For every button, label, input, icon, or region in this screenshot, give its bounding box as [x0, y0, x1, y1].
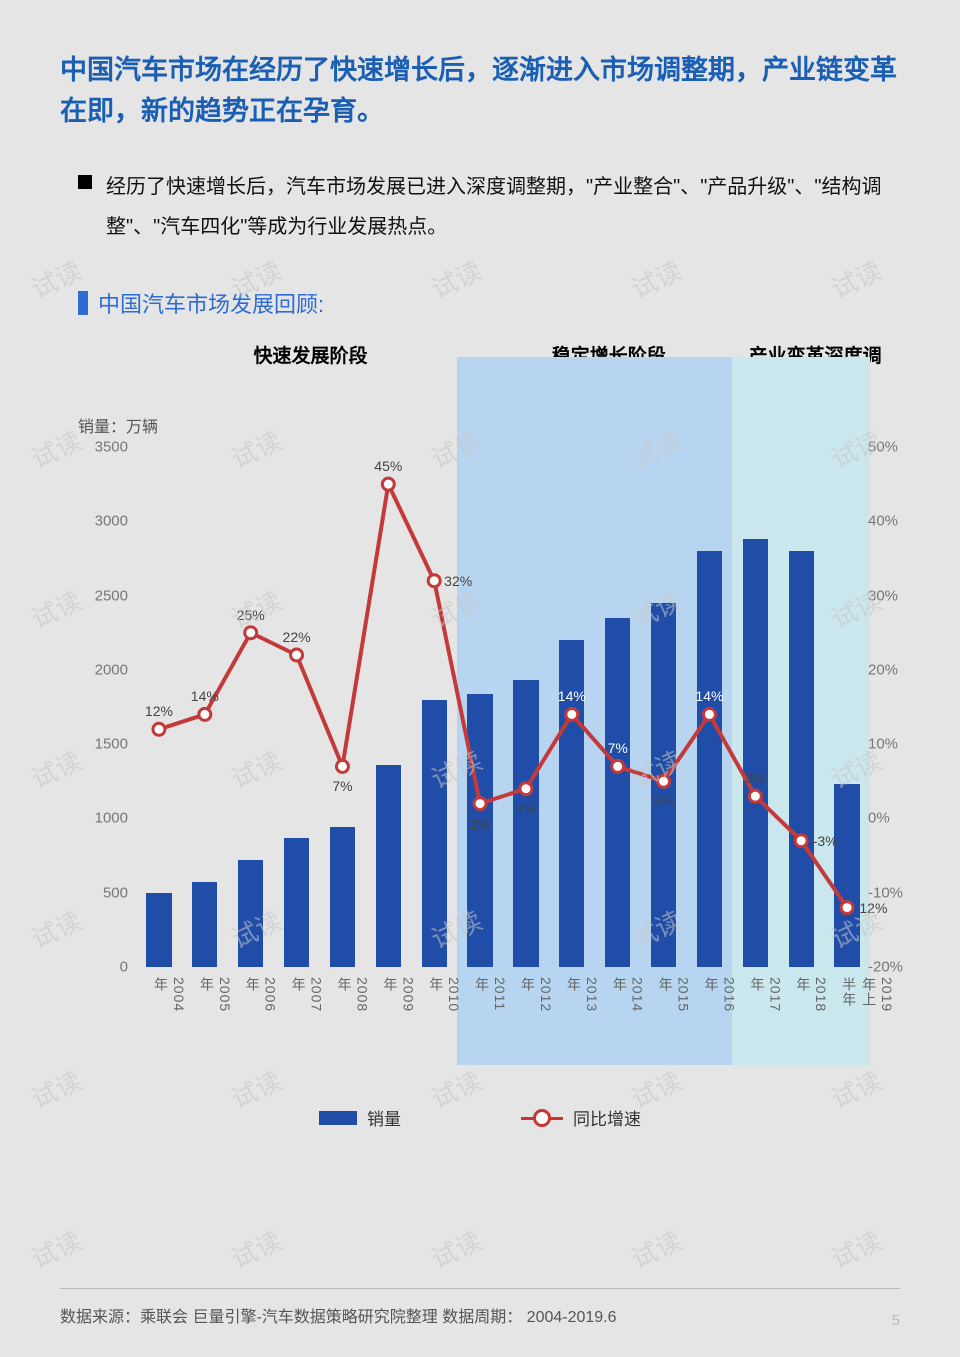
x-tick: 2013年 [564, 977, 600, 1012]
x-tick: 2017年 [747, 977, 783, 1012]
x-tick: 2007年 [289, 977, 325, 1012]
growth-label: 12% [145, 703, 173, 719]
x-tick: 2005年 [197, 977, 233, 1012]
phase-label: 快速发展阶段 [150, 341, 471, 395]
growth-label: 7% [332, 778, 352, 794]
y-left-tick: 2500 [78, 587, 128, 604]
legend-line-icon [521, 1111, 563, 1125]
growth-label: 45% [374, 458, 402, 474]
section-bar-icon [78, 291, 88, 315]
footer: 数据来源：乘联会 巨量引擎-汽车数据策略研究院整理 数据周期： 2004-201… [60, 1288, 900, 1327]
y-left-tick: 0 [78, 959, 128, 976]
growth-label: -3% [813, 833, 838, 849]
growth-label: 25% [237, 607, 265, 623]
y-right-tick: 20% [868, 661, 918, 678]
bullet-square-icon [78, 175, 92, 189]
growth-label: 14% [191, 688, 219, 704]
page: 中国汽车市场在经历了快速增长后，逐渐进入市场调整期，产业链变革在即，新的趋势正在… [0, 0, 960, 1357]
bullet-text: 经历了快速增长后，汽车市场发展已进入深度调整期，"产业整合"、"产品升级"、"结… [106, 167, 900, 247]
y-right-tick: 0% [868, 810, 918, 827]
footer-divider [60, 1288, 900, 1289]
y-left-tick: 2000 [78, 661, 128, 678]
x-tick: 2006年 [243, 977, 279, 1012]
growth-label: 32% [444, 573, 472, 589]
growth-label: 5% [653, 793, 673, 809]
y-left-tick: 1000 [78, 810, 128, 827]
x-tick: 2019年上半年 [839, 977, 895, 1012]
legend: 销量 同比增速 [60, 1105, 900, 1130]
section-heading: 中国汽车市场发展回顾: [60, 287, 900, 319]
x-tick: 2008年 [334, 977, 370, 1012]
y-right-tick: 10% [868, 736, 918, 753]
growth-label: 7% [608, 740, 628, 756]
y-right-tick: 50% [868, 439, 918, 456]
growth-label: 14% [558, 688, 586, 704]
bullet-item: 经历了快速增长后，汽车市场发展已进入深度调整期，"产业整合"、"产品升级"、"结… [60, 167, 900, 247]
legend-bar: 销量 [319, 1105, 401, 1130]
growth-label: 14% [695, 688, 723, 704]
y-right-tick: -10% [868, 884, 918, 901]
x-tick: 2004年 [151, 977, 187, 1012]
y-right-tick: 30% [868, 587, 918, 604]
legend-bar-label: 销量 [367, 1105, 401, 1130]
x-tick: 2014年 [610, 977, 646, 1012]
legend-bar-icon [319, 1111, 357, 1125]
x-tick: 2015年 [656, 977, 692, 1012]
growth-label: 22% [283, 629, 311, 645]
growth-label: -12% [855, 900, 888, 916]
chart: 12% 14% 25% 22% 7% 45% 32% 2% 4% 14% 7% 5% 14% 3% -3% -… [78, 447, 900, 1007]
y-right-tick: 40% [868, 513, 918, 530]
x-tick: 2016年 [701, 977, 737, 1012]
x-tick: 2011年 [472, 977, 508, 1011]
legend-line-label: 同比增速 [573, 1105, 641, 1130]
growth-label: 2% [470, 816, 490, 832]
y-left-tick: 1500 [78, 736, 128, 753]
section-label: 中国汽车市场发展回顾: [98, 287, 324, 319]
x-tick: 2012年 [518, 977, 554, 1012]
x-tick: 2010年 [426, 977, 462, 1012]
growth-line [136, 447, 870, 967]
y-right-tick: -20% [868, 959, 918, 976]
x-tick: 2009年 [380, 977, 416, 1012]
y-left-tick: 3500 [78, 439, 128, 456]
footer-text: 数据来源：乘联会 巨量引擎-汽车数据策略研究院整理 数据周期： 2004-201… [60, 1303, 900, 1327]
page-title: 中国汽车市场在经历了快速增长后，逐渐进入市场调整期，产业链变革在即，新的趋势正在… [60, 50, 900, 131]
growth-label: 4% [516, 801, 536, 817]
page-number: 5 [892, 1312, 900, 1329]
y-left-tick: 3000 [78, 513, 128, 530]
legend-line: 同比增速 [521, 1105, 641, 1130]
growth-label: 3% [745, 770, 765, 786]
x-tick: 2018年 [793, 977, 829, 1012]
y-left-tick: 500 [78, 884, 128, 901]
